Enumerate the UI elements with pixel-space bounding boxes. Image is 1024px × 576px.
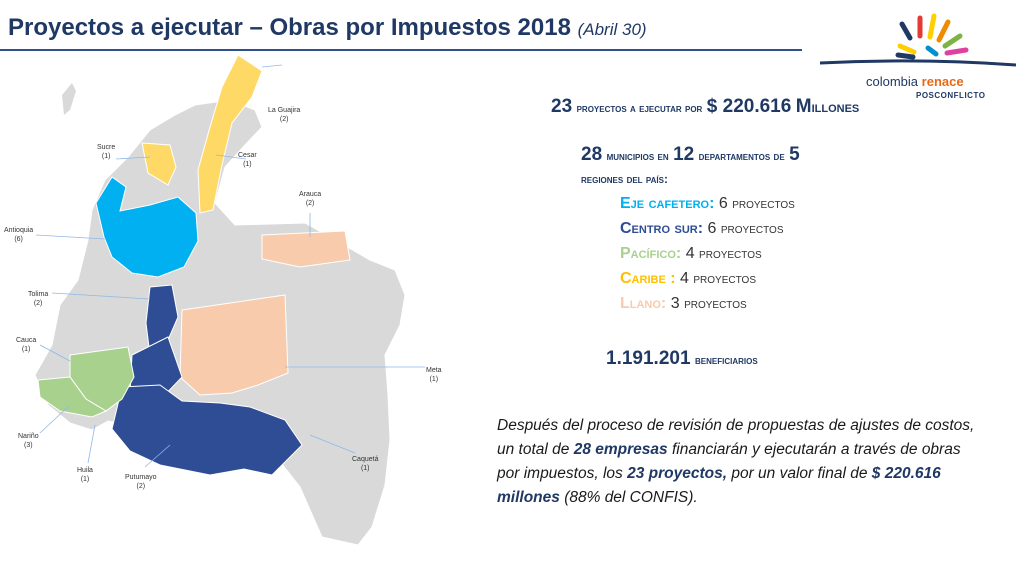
- region-arauca: [261, 230, 351, 268]
- municipios-stat: 28 municipios en 12 departamentos de 5: [581, 144, 800, 165]
- region-row-caribe: Caribe : 4 proyectos: [620, 270, 756, 287]
- region-meta: [179, 294, 289, 396]
- colombia-renace-logo: [819, 13, 1017, 67]
- region-row-centro-sur: Centro sur: 6 proyectos: [620, 220, 784, 237]
- label-la-guajira: La Guajira (2): [268, 107, 301, 123]
- label-antioquia: Antioquia (6): [4, 227, 34, 243]
- label-meta: Meta (1): [426, 367, 442, 383]
- regiones-label: regiones del país:: [581, 172, 668, 186]
- page-title: Proyectos a ejecutar – Obras por Impuest…: [8, 14, 647, 42]
- label-tolima: Tolima (2): [28, 291, 49, 307]
- title-main: Proyectos a ejecutar – Obras por Impuest…: [8, 14, 571, 41]
- label-huila: Huila (1): [77, 467, 93, 483]
- title-date: (Abril 30): [577, 20, 647, 39]
- summary-paragraph: Después del proceso de revisión de propu…: [497, 417, 975, 506]
- region-row-llano: Llano: 3 proyectos: [620, 295, 747, 312]
- label-cesar: Cesar (1): [238, 152, 257, 168]
- label-caqueta: Caquetá (1): [352, 456, 379, 472]
- region-row-eje-cafetero: Eje cafetero: 6 proyectos: [620, 195, 795, 212]
- region-la-guajira: [197, 55, 263, 214]
- region-sucre: [141, 142, 177, 186]
- beneficiarios-stat: 1.191.201 beneficiarios: [606, 348, 758, 369]
- colombia-map: [34, 55, 425, 546]
- label-cauca: Cauca (1): [16, 337, 37, 353]
- region-narino: [37, 376, 108, 418]
- map-islands: [62, 83, 76, 115]
- title-divider: [0, 49, 802, 51]
- label-narino: Nariño (3): [18, 433, 39, 449]
- region-caqueta-putumayo: [111, 384, 303, 476]
- label-sucre: Sucre (1): [97, 144, 116, 160]
- region-antioquia: [95, 176, 199, 278]
- regions-list: Eje cafetero: 6 proyectos Centro sur: 6 …: [620, 195, 795, 320]
- label-putumayo: Putumayo (2): [125, 474, 157, 490]
- label-arauca: Arauca (2): [299, 191, 322, 207]
- logo-wordmark: colombia renace: [866, 74, 964, 89]
- region-row-pacifico: Pacífico: 4 proyectos: [620, 245, 762, 262]
- projects-stat: 23 proyectos a ejecutar por $ 220.616 Mi…: [551, 96, 860, 117]
- logo-tagline: POSCONFLICTO: [916, 91, 986, 100]
